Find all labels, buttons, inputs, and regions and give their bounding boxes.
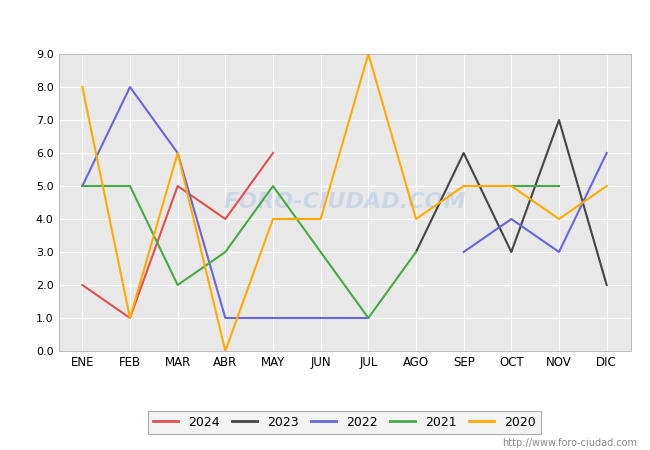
Legend: 2024, 2023, 2022, 2021, 2020: 2024, 2023, 2022, 2021, 2020 [148, 411, 541, 434]
Text: http://www.foro-ciudad.com: http://www.foro-ciudad.com [502, 438, 637, 448]
Text: Matriculaciones de Vehiculos en Biar: Matriculaciones de Vehiculos en Biar [185, 13, 465, 28]
Text: FORO-CIUDAD.COM: FORO-CIUDAD.COM [223, 193, 466, 212]
